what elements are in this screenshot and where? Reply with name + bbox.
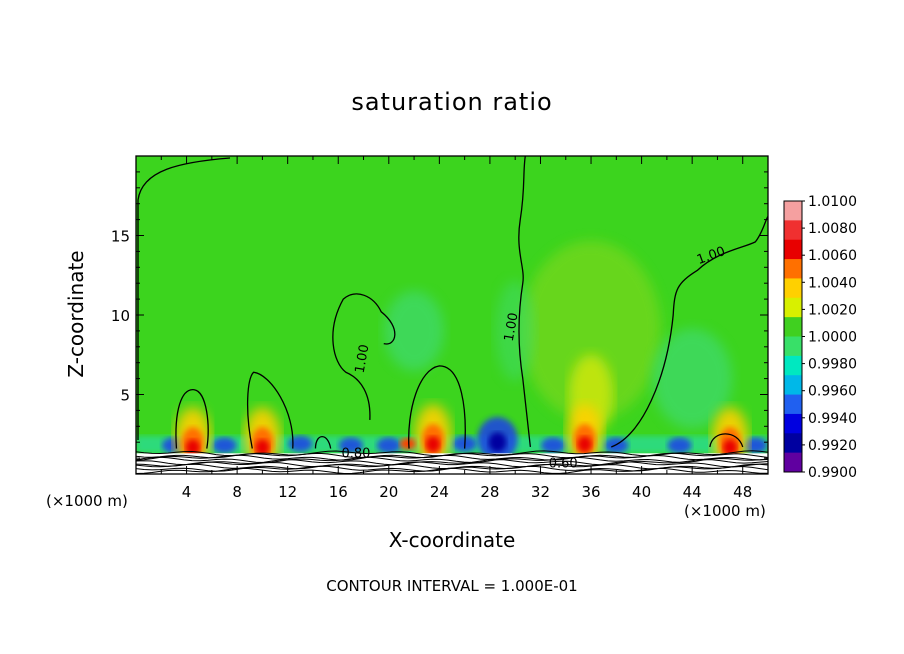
colorbar-label: 1.0040 <box>808 275 857 291</box>
colorbar-label: 0.9980 <box>808 357 857 373</box>
colorbar-swatch <box>784 433 802 454</box>
x-tick-label: 12 <box>278 483 297 501</box>
y-tick-label: 5 <box>120 387 130 405</box>
region-slight-sub <box>384 290 445 371</box>
x-tick-label: 48 <box>733 483 752 501</box>
x-tick-label: 36 <box>581 483 600 501</box>
x-axis-label: X-coordinate <box>388 528 516 552</box>
contour-line-1.00 <box>408 365 466 449</box>
colorbar-swatch <box>784 317 802 337</box>
contour-label: 0.60 <box>549 457 578 472</box>
colorbar-swatch <box>784 239 802 260</box>
colorbar-swatch <box>784 355 802 376</box>
colorbar-swatch <box>784 375 802 396</box>
surface-contour-line <box>136 459 768 466</box>
colorbar-label: 1.0020 <box>808 302 857 318</box>
x-tick-label: 40 <box>632 483 651 501</box>
colorbar-swatch <box>784 452 802 473</box>
contour-line-1.00 <box>175 389 209 449</box>
x-tick-label: 28 <box>480 483 499 501</box>
colorbar-swatch <box>784 394 802 415</box>
contour-label: 1.00 <box>502 312 522 343</box>
contour-line-1.00 <box>246 371 294 449</box>
subsaturated-patch <box>743 437 768 454</box>
subsaturated-core <box>488 432 507 453</box>
x-tick-label: 32 <box>531 483 550 501</box>
x-tick-label: 16 <box>329 483 348 501</box>
contour-line-1.00 <box>137 157 231 440</box>
y-tick-label: 10 <box>111 307 130 325</box>
surface-contour-line <box>136 467 768 474</box>
field-background <box>136 156 768 474</box>
subsaturated-patch <box>212 437 237 454</box>
y-axis-label: Z-coordinate <box>64 250 88 378</box>
x-tick-label: 8 <box>232 483 242 501</box>
peak-core <box>426 436 441 453</box>
surface-contour-line <box>136 454 768 461</box>
x-tick-label: 44 <box>683 483 702 501</box>
colorbar-swatch <box>784 259 802 279</box>
subsaturated-patch <box>376 437 401 454</box>
colorbar-swatch <box>784 413 802 434</box>
peak-core <box>723 439 738 456</box>
colorbar-swatch <box>784 336 802 357</box>
x-tick-label: 20 <box>379 483 398 501</box>
contour-line-1.00 <box>611 216 768 448</box>
colorbar-label: 0.9900 <box>808 465 857 481</box>
x-tick-label: 24 <box>430 483 449 501</box>
colorbar-label: 0.9920 <box>808 438 857 454</box>
contour-label: 0.80 <box>341 446 370 461</box>
subsaturated-patch <box>288 435 313 452</box>
colorbar-label: 0.9960 <box>808 384 857 400</box>
x-unit-label: (×1000 m) <box>684 502 766 520</box>
region-slight-super <box>521 240 662 421</box>
contour-line-1.00 <box>518 156 532 448</box>
colorbar-swatch <box>784 278 802 299</box>
contour-interval-note: CONTOUR INTERVAL = 1.000E-01 <box>326 577 578 595</box>
peak-core <box>399 437 416 450</box>
y-tick-label: 15 <box>111 228 130 246</box>
contour-line-1.00 <box>314 436 332 449</box>
colorbar-swatch <box>784 297 802 318</box>
colorbar-label: 0.9940 <box>808 411 857 427</box>
chart-title: saturation ratio <box>351 88 553 116</box>
peak-core <box>255 439 270 456</box>
region-slight-sub <box>495 280 536 381</box>
colorbar-swatch <box>784 201 802 221</box>
peak-core <box>185 439 200 456</box>
contour-label: 1.00 <box>353 343 373 374</box>
y-unit-label: (×1000 m) <box>46 492 128 510</box>
colorbar-label: 1.0080 <box>808 221 857 237</box>
region-slight-sub <box>652 328 733 429</box>
colorbar-swatch <box>784 220 802 241</box>
peak-core <box>577 436 592 453</box>
surface-contour-line <box>136 456 768 464</box>
contour-line-1.00 <box>709 433 744 448</box>
subsaturated-patch <box>667 437 692 454</box>
colorbar-label: 1.0060 <box>808 248 857 264</box>
colorbar-label: 1.0100 <box>808 194 857 210</box>
surface-contour-line <box>136 461 768 468</box>
subsaturated-patch <box>541 437 566 454</box>
subsaturated-patch <box>338 437 363 454</box>
x-tick-label: 4 <box>182 483 192 501</box>
contour-line-1.00 <box>332 293 396 420</box>
colorbar-label: 1.0000 <box>808 330 857 346</box>
